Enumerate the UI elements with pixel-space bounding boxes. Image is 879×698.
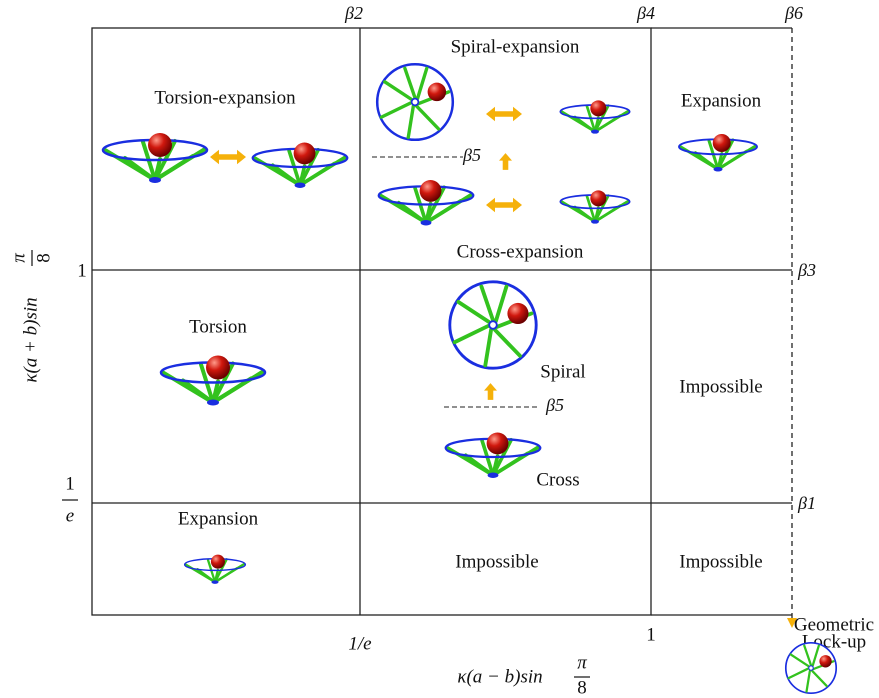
region-label: Torsion-expansion (154, 87, 296, 108)
cone-icon (560, 190, 629, 223)
region-label: Expansion (681, 90, 762, 111)
up-arrow (499, 153, 512, 170)
boundary-label: β5 (462, 145, 481, 165)
double-arrow (210, 150, 246, 164)
double-arrow (486, 198, 522, 212)
boundary-label: β3 (797, 260, 816, 280)
region-label: Impossible (455, 551, 538, 572)
cone-icon (379, 180, 474, 225)
x-axis-label: κ(a − b)sin (457, 666, 542, 687)
up-arrow (484, 383, 497, 400)
double-arrow (486, 107, 522, 121)
x-tick-label: 1/e (348, 633, 371, 654)
boundary-label: β1 (797, 493, 816, 513)
region-label: Expansion (178, 508, 259, 529)
region-label: Cross (536, 469, 579, 490)
x-axis-fraction-num: π (577, 652, 587, 673)
cone-icon (161, 356, 265, 406)
region-label: Spiral (540, 361, 585, 382)
cone-icon (446, 433, 541, 478)
cone-icon (185, 555, 246, 584)
boundary-label: β6 (784, 3, 803, 23)
diagram: β2 β4 β6 β3 β1 Torsion-expansion Spiral-… (0, 0, 879, 698)
boundary-label: β2 (344, 3, 363, 23)
region-label: Spiral-expansion (451, 36, 580, 57)
cone-icon (253, 143, 348, 188)
boundary-label: β5 (545, 395, 564, 415)
boundary-label: β4 (636, 3, 655, 23)
y-tick-denominator: e (66, 505, 74, 526)
region-label: Impossible (679, 376, 762, 397)
cone-icon (103, 133, 207, 183)
x-axis-fraction-den: 8 (577, 677, 587, 698)
y-tick-numerator: 1 (65, 473, 75, 494)
y-axis-label-group: κ(a + b)sin π 8 (8, 250, 54, 383)
cone-icon (679, 134, 757, 172)
top-view-icon (450, 282, 536, 368)
region-label: Torsion (189, 316, 247, 337)
y-axis-fraction-num: π (8, 253, 29, 263)
region-label: Impossible (679, 551, 762, 572)
region-label: Cross-expansion (457, 241, 584, 262)
y-axis-fraction-den: 8 (33, 253, 54, 263)
cone-icon (560, 100, 629, 133)
top-view-icon (786, 643, 836, 693)
y-axis-label: κ(a + b)sin (20, 297, 41, 382)
x-tick-label: 1 (646, 624, 656, 645)
y-tick-label: 1 (77, 260, 87, 281)
top-view-icon (377, 64, 453, 140)
